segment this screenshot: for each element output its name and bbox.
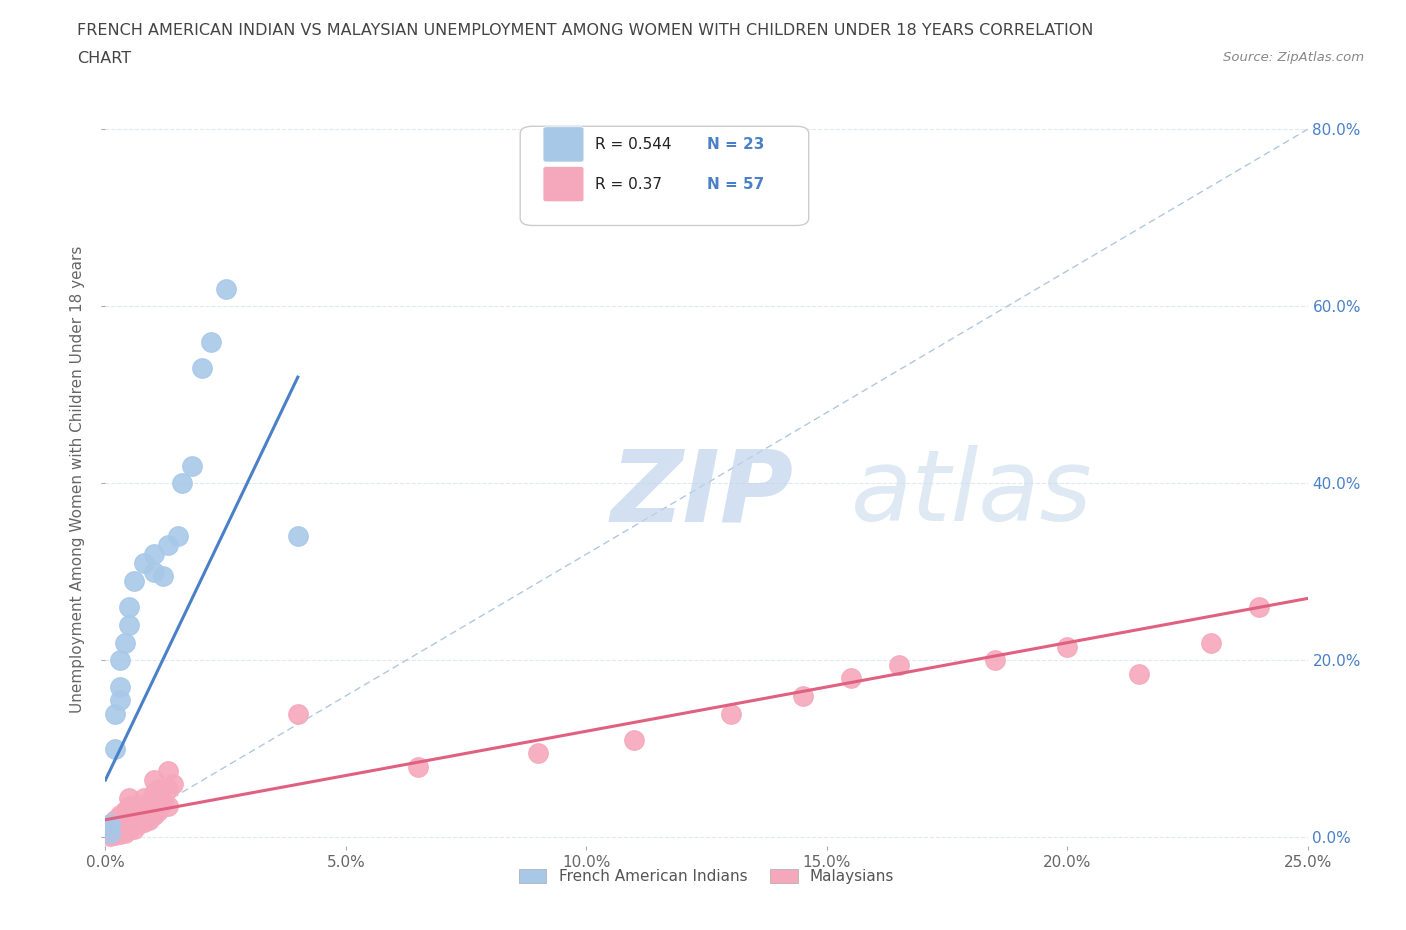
Text: N = 23: N = 23 [707, 137, 763, 152]
Point [1249, 600, 1271, 615]
Point [132, 804, 155, 818]
Point [124, 812, 146, 827]
Point [162, 777, 184, 791]
Point [98, 826, 121, 841]
Point [181, 458, 204, 473]
Point [104, 821, 127, 836]
Point [108, 680, 131, 695]
Point [1201, 635, 1223, 650]
Point [108, 653, 131, 668]
Point [108, 808, 131, 823]
FancyBboxPatch shape [520, 126, 808, 225]
Point [98, 821, 121, 836]
Point [406, 759, 429, 774]
Point [148, 804, 170, 818]
Point [98, 829, 121, 844]
Point [132, 814, 155, 829]
Point [128, 805, 150, 820]
Point [156, 764, 179, 778]
Point [166, 529, 188, 544]
Point [1128, 666, 1150, 681]
Point [887, 658, 910, 672]
Point [98, 825, 121, 840]
Point [98, 817, 121, 831]
FancyBboxPatch shape [543, 166, 583, 202]
Point [118, 790, 141, 805]
Point [108, 827, 131, 842]
Point [720, 706, 742, 721]
Point [114, 635, 136, 650]
Point [118, 823, 141, 838]
Point [984, 653, 1007, 668]
Point [118, 817, 141, 832]
Point [142, 786, 165, 801]
Legend: French American Indians, Malaysians: French American Indians, Malaysians [513, 863, 900, 890]
Text: R = 0.37: R = 0.37 [595, 177, 662, 192]
Text: N = 57: N = 57 [707, 177, 763, 192]
Point [114, 812, 136, 827]
Point [128, 817, 150, 831]
Point [124, 799, 146, 814]
Point [623, 733, 645, 748]
Point [132, 790, 155, 805]
Point [114, 821, 136, 836]
Point [118, 600, 141, 615]
Point [190, 361, 212, 376]
Point [118, 799, 141, 814]
Point [142, 565, 165, 579]
Text: R = 0.544: R = 0.544 [595, 137, 671, 152]
Point [527, 746, 550, 761]
Point [98, 827, 121, 842]
FancyBboxPatch shape [543, 126, 583, 162]
Point [104, 706, 127, 721]
Point [114, 804, 136, 818]
Point [104, 812, 127, 827]
Point [138, 812, 160, 827]
Point [156, 781, 179, 796]
Text: Source: ZipAtlas.com: Source: ZipAtlas.com [1223, 51, 1364, 64]
Point [156, 799, 179, 814]
Point [839, 671, 862, 685]
Text: FRENCH AMERICAN INDIAN VS MALAYSIAN UNEMPLOYMENT AMONG WOMEN WITH CHILDREN UNDER: FRENCH AMERICAN INDIAN VS MALAYSIAN UNEM… [77, 23, 1094, 38]
Point [124, 821, 146, 836]
Point [142, 773, 165, 788]
Point [104, 741, 127, 756]
Point [792, 688, 814, 703]
Point [104, 826, 127, 841]
Point [108, 814, 131, 829]
Point [104, 828, 127, 843]
Point [104, 817, 127, 831]
Point [108, 819, 131, 834]
Text: atlas: atlas [851, 445, 1092, 542]
Point [118, 808, 141, 823]
Point [148, 781, 170, 796]
Y-axis label: Unemployment Among Women with Children Under 18 years: Unemployment Among Women with Children U… [70, 246, 86, 712]
Point [214, 281, 236, 296]
Point [287, 706, 309, 721]
Point [1056, 640, 1078, 655]
Point [138, 794, 160, 809]
Point [200, 334, 222, 349]
Point [114, 826, 136, 841]
Point [132, 555, 155, 570]
Point [142, 547, 165, 562]
Point [152, 569, 174, 584]
Point [287, 529, 309, 544]
Point [108, 693, 131, 708]
Text: ZIP: ZIP [610, 445, 793, 542]
Point [108, 823, 131, 838]
Point [152, 794, 174, 809]
Point [118, 618, 141, 632]
Point [156, 538, 179, 552]
Text: CHART: CHART [77, 51, 131, 66]
Point [98, 823, 121, 838]
Point [172, 476, 194, 491]
Point [124, 573, 146, 588]
Point [142, 808, 165, 823]
